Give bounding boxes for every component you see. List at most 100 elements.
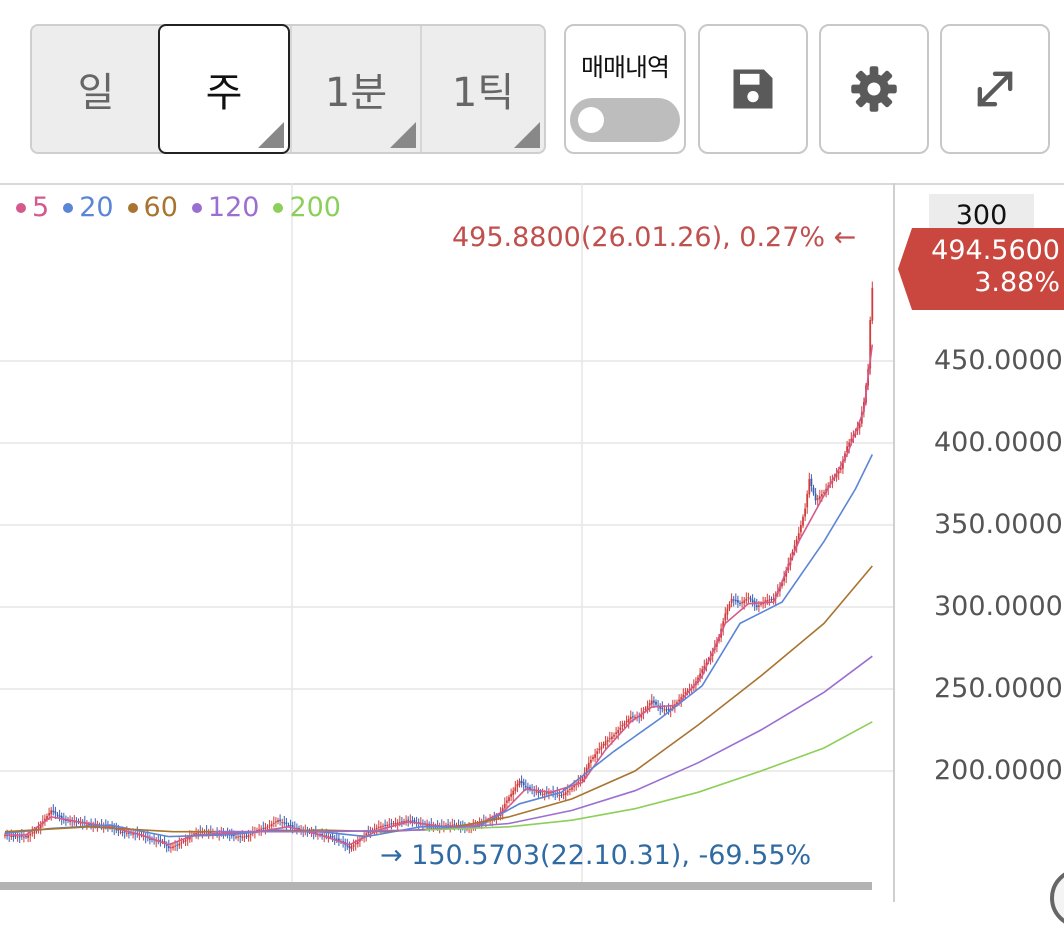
candle-body	[818, 496, 821, 500]
legend-item-ma20: 20	[63, 192, 114, 223]
candle-body	[79, 822, 82, 824]
fullscreen-button[interactable]	[940, 24, 1050, 154]
candle-body	[497, 816, 500, 818]
candle-body	[405, 820, 407, 822]
candle-body	[88, 824, 90, 826]
candle-body	[365, 833, 368, 836]
candle-body	[835, 473, 838, 478]
candle-body	[755, 605, 758, 607]
candle-body	[50, 810, 53, 815]
candle-body	[272, 822, 275, 824]
candle-body	[121, 831, 124, 833]
candle-body	[16, 836, 19, 838]
candle-body	[571, 787, 573, 790]
candle-body	[514, 787, 517, 791]
candle-body	[352, 844, 355, 847]
candle-body	[602, 743, 605, 746]
candle-body	[632, 716, 634, 718]
candle-body	[281, 822, 284, 824]
current-price-change: 3.88%	[974, 267, 1060, 298]
candle-body	[625, 720, 628, 723]
candle-body	[676, 702, 678, 705]
candle-body	[128, 832, 130, 834]
candle-body	[18, 836, 21, 838]
candle-body	[680, 697, 683, 701]
candle-body	[585, 767, 588, 772]
candle-body	[283, 822, 286, 824]
period-button-label: 일	[77, 70, 115, 116]
save-button[interactable]	[698, 24, 808, 154]
period-button-3[interactable]: 1틱	[420, 26, 544, 152]
toggle-knob	[578, 107, 604, 133]
period-button-0[interactable]: 일	[32, 26, 160, 152]
candle-body	[277, 820, 279, 822]
candle-body	[241, 836, 244, 838]
candle-body	[235, 836, 237, 838]
candle-body	[52, 810, 55, 812]
candle-body	[747, 597, 750, 599]
candle-body	[394, 823, 397, 825]
candle-body	[86, 824, 88, 826]
period-button-2[interactable]: 1분	[290, 26, 420, 152]
candle-body	[398, 822, 401, 824]
candle-body	[510, 793, 512, 797]
candle-body	[764, 600, 767, 602]
candle-body	[245, 835, 248, 837]
candle-body	[182, 841, 185, 843]
candle-body	[384, 824, 386, 826]
candle-body	[256, 830, 258, 832]
candle-body	[846, 446, 848, 453]
candle-body	[804, 508, 806, 517]
candle-body	[529, 787, 531, 790]
toggle-switch[interactable]	[570, 98, 680, 142]
candle-body	[14, 835, 17, 837]
chart-toolbar: 일 주 1분 1틱 매매내역	[0, 0, 1064, 180]
candle-body	[760, 603, 762, 605]
legend-item-ma120: 120	[191, 192, 259, 223]
settings-button[interactable]	[819, 24, 929, 154]
chart-scrollbar[interactable]	[0, 882, 872, 890]
legend-item-ma5: 5	[16, 192, 49, 223]
candle-body	[598, 748, 601, 751]
toolbar-divider	[0, 183, 1064, 185]
candle-body	[611, 736, 613, 740]
trade-history-toggle[interactable]: 매매내역	[564, 24, 686, 154]
candle-body	[699, 673, 701, 678]
candle-body	[741, 602, 743, 604]
candle-body	[795, 539, 798, 547]
candle-body	[46, 815, 48, 820]
candle-body	[356, 841, 359, 845]
period-button-1[interactable]: 주	[158, 24, 290, 154]
candle-body	[587, 762, 590, 769]
candle-body	[766, 600, 769, 602]
candle-body	[329, 836, 332, 838]
ma-line-20	[4, 454, 874, 838]
candle-body	[327, 836, 330, 838]
candle-body	[176, 844, 179, 846]
candle-body	[12, 835, 15, 837]
legend-label: 5	[32, 192, 50, 223]
candle-body	[48, 813, 50, 816]
candle-body	[10, 835, 13, 837]
candle-body	[739, 602, 741, 604]
candle-body	[178, 843, 181, 846]
candle-body	[802, 516, 804, 526]
candle-body	[772, 598, 775, 601]
price-chart[interactable]	[0, 183, 1064, 902]
candle-body	[287, 825, 290, 827]
candle-body	[701, 669, 704, 673]
candle-body	[541, 793, 544, 795]
candle-body	[858, 423, 861, 429]
save-icon	[733, 69, 773, 109]
candle-body	[812, 487, 815, 494]
candle-body	[266, 826, 269, 828]
candle-body	[810, 478, 813, 487]
period-button-label: 주	[205, 70, 243, 116]
candle-body	[579, 779, 582, 782]
candle-body	[401, 821, 403, 823]
candle-body	[653, 700, 655, 703]
candle-body	[644, 708, 647, 711]
candle-body	[745, 598, 748, 601]
candle-body	[367, 832, 370, 834]
candle-body	[512, 790, 515, 796]
